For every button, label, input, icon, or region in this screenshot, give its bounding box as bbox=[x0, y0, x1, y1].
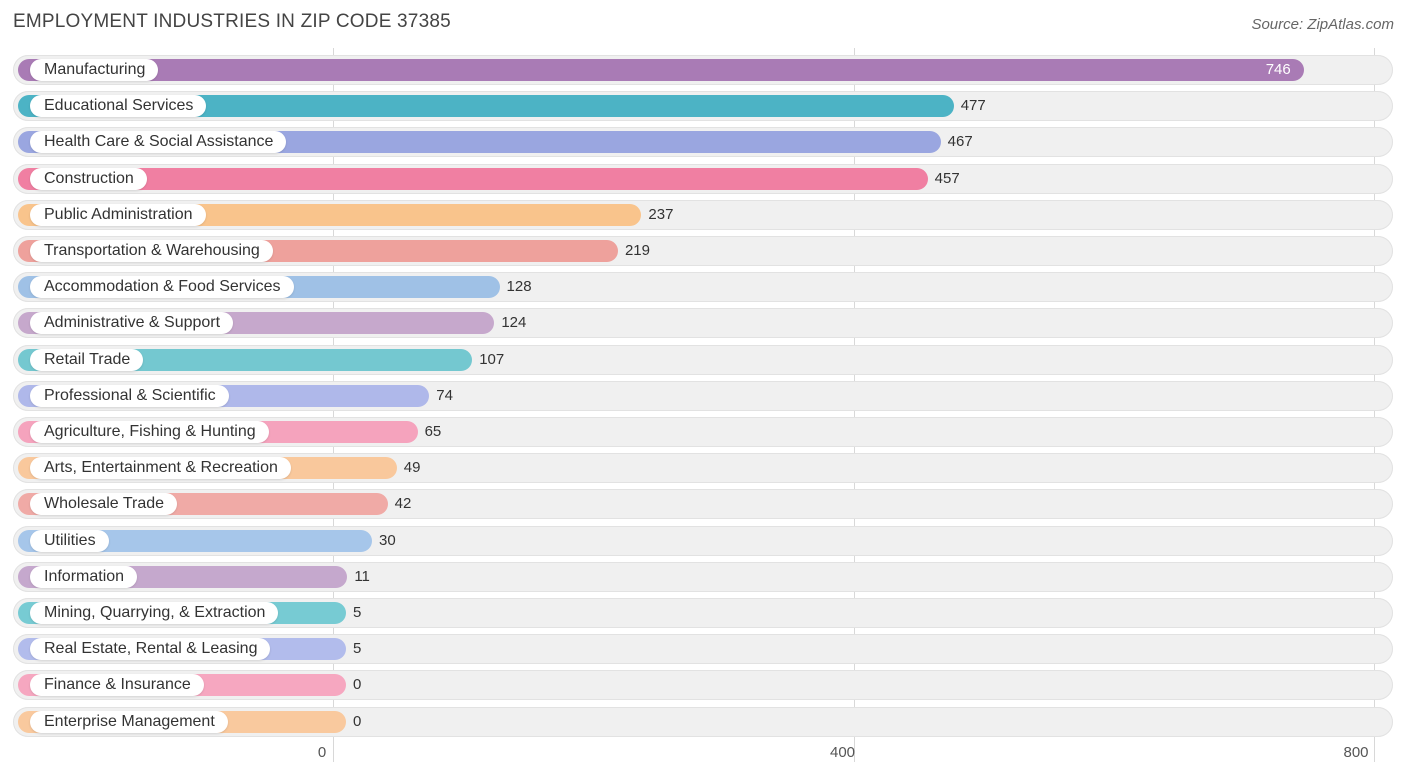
data-label: 124 bbox=[501, 314, 527, 332]
data-label: 5 bbox=[353, 604, 362, 621]
data-label: 0 bbox=[353, 712, 362, 730]
data-label: 237 bbox=[648, 205, 674, 223]
category-label: Utilities bbox=[30, 529, 109, 552]
data-label: 74 bbox=[436, 386, 453, 404]
category-label: Accommodation & Food Services bbox=[30, 276, 294, 299]
category-label: Agriculture, Fishing & Hunting bbox=[30, 421, 269, 443]
x-tick-label: 800 bbox=[1343, 744, 1369, 761]
data-label: 477 bbox=[960, 97, 986, 115]
data-label: 65 bbox=[424, 423, 442, 440]
category-label: Retail Trade bbox=[30, 348, 144, 371]
bar[interactable] bbox=[18, 167, 928, 190]
data-label: 746 bbox=[1265, 61, 1291, 78]
category-label: Real Estate, Rental & Leasing bbox=[30, 638, 271, 661]
x-tick-label: 0 bbox=[317, 744, 327, 761]
data-label: 49 bbox=[403, 459, 421, 477]
bar[interactable] bbox=[18, 95, 954, 118]
data-label: 42 bbox=[394, 495, 412, 513]
category-label: Transportation & Warehousing bbox=[30, 240, 273, 262]
data-label: 457 bbox=[934, 169, 960, 187]
data-label: 107 bbox=[479, 350, 505, 368]
category-label: Public Administration bbox=[30, 203, 206, 226]
category-label: Finance & Insurance bbox=[30, 674, 204, 697]
category-label: Health Care & Social Assistance bbox=[30, 131, 287, 154]
data-label: 5 bbox=[353, 640, 362, 658]
category-label: Educational Services bbox=[30, 95, 207, 118]
category-label: Mining, Quarrying, & Extraction bbox=[30, 602, 279, 624]
category-label: Manufacturing bbox=[30, 59, 159, 81]
data-label: 219 bbox=[624, 242, 650, 259]
bar[interactable] bbox=[18, 59, 1304, 81]
chart-title: EMPLOYMENT INDUSTRIES IN ZIP CODE 37385 bbox=[13, 11, 451, 32]
data-label: 30 bbox=[379, 531, 396, 549]
x-tick-label: 400 bbox=[829, 744, 856, 761]
category-label: Arts, Entertainment & Recreation bbox=[30, 457, 291, 480]
category-label: Information bbox=[30, 565, 138, 588]
source-credit: Source: ZipAtlas.com bbox=[1251, 16, 1394, 33]
data-label: 11 bbox=[354, 567, 370, 585]
category-label: Administrative & Support bbox=[30, 312, 234, 335]
data-label: 467 bbox=[947, 133, 973, 151]
category-label: Construction bbox=[30, 167, 147, 190]
data-label: 128 bbox=[506, 278, 532, 296]
data-label: 0 bbox=[353, 676, 362, 694]
category-label: Enterprise Management bbox=[30, 710, 228, 733]
category-label: Professional & Scientific bbox=[30, 384, 229, 407]
category-label: Wholesale Trade bbox=[30, 493, 178, 516]
